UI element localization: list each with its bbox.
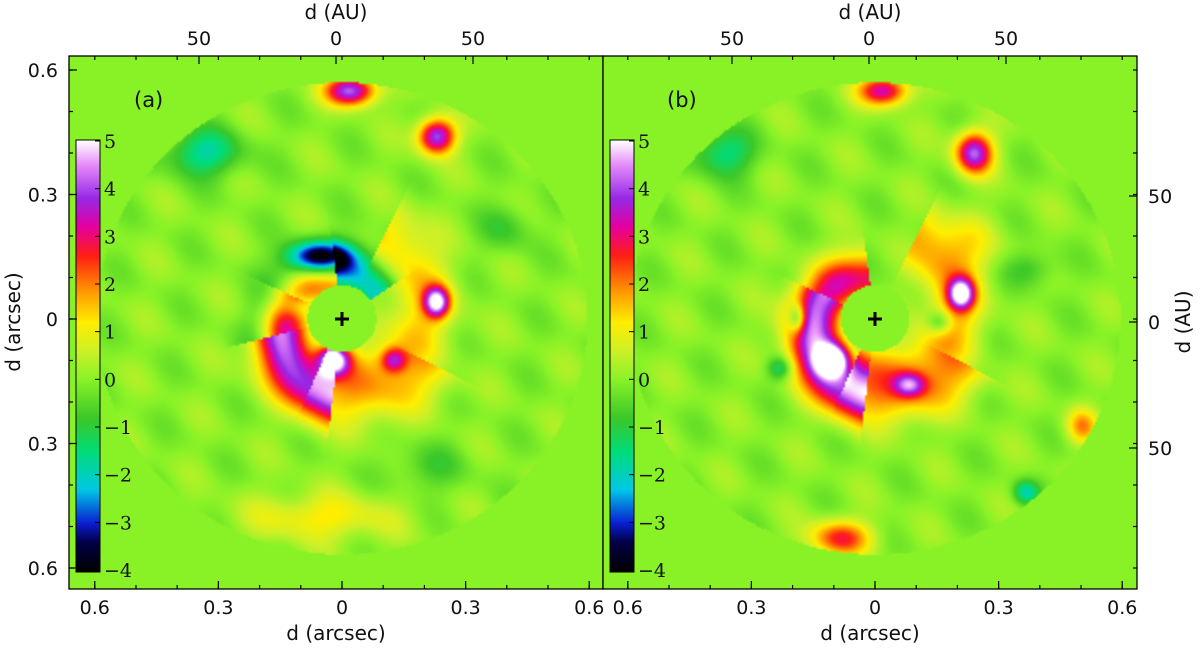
x-tick-label: 0.6 xyxy=(613,597,643,619)
colorbar-tick-label: −3 xyxy=(104,512,132,534)
colorbar-tick-label: 0 xyxy=(638,369,650,391)
colorbar-tick-label: −4 xyxy=(104,560,132,582)
y-axis-label-right: d (AU) xyxy=(1171,291,1195,354)
colorbar-tick-label: −4 xyxy=(638,560,666,582)
colorbar-tick-label: 1 xyxy=(104,322,116,344)
colorbar-tick-label: 5 xyxy=(104,131,116,153)
y-tick-label: 0.3 xyxy=(28,434,58,456)
colorbar-tick-label: 2 xyxy=(638,274,650,296)
star-marker-b xyxy=(868,312,882,326)
x-axis-label-b: d (arcsec) xyxy=(820,621,919,645)
y-right-tick-label: 50 xyxy=(1148,438,1172,460)
colorbar-gradient xyxy=(76,140,100,572)
y-right-tick-label: 50 xyxy=(1148,186,1172,208)
panel-a: 5 4 3 2 1 0 −1 −2 −3 −4 (a) xyxy=(68,55,604,590)
x-axis-label-a: d (arcsec) xyxy=(286,621,385,645)
x-tick-label: 0.3 xyxy=(984,597,1014,619)
colorbar-tick-label: 3 xyxy=(104,226,116,248)
top-axis-label-b: d (AU) xyxy=(839,0,902,24)
colorbar-frame xyxy=(609,139,635,573)
colorbar-tick-label: 5 xyxy=(638,131,650,153)
x-tick-label: 0.3 xyxy=(203,597,233,619)
colorbar-tick-label: −1 xyxy=(104,417,132,439)
colorbar-a: 5 4 3 2 1 0 −1 −2 −3 −4 xyxy=(75,131,132,582)
x-tick-label: 0.6 xyxy=(80,597,110,619)
y-tick-label: 0 xyxy=(46,309,58,331)
colorbar-tick-label: 4 xyxy=(104,179,116,201)
panel-label-a: (a) xyxy=(134,88,163,112)
axes: 0.6 0.3 0 0.3 0.650 0 500.6 0.3 0 0.3 0.650 0 500.60… xyxy=(28,28,1172,619)
y-axis-label-left: d (arcsec) xyxy=(1,272,25,371)
y-tick-label: 0.6 xyxy=(28,60,58,82)
panel-b: 5 4 3 2 1 0 −1 −2 −3 −4 (b) xyxy=(602,55,1138,590)
colorbar-tick-label: 2 xyxy=(104,274,116,296)
colorbar-tick-label: −2 xyxy=(104,465,132,487)
x-tick-label: 0 xyxy=(869,597,881,619)
colorbar-gradient xyxy=(610,140,634,572)
top-tick-label: 50 xyxy=(461,28,485,50)
top-tick-label: 0 xyxy=(330,28,342,50)
x-tick-label: 0.6 xyxy=(1107,597,1137,619)
x-tick-label: 0.3 xyxy=(451,597,481,619)
heatmap-image-a xyxy=(69,56,603,589)
top-axis-label-a: d (AU) xyxy=(305,0,368,24)
top-tick-label: 50 xyxy=(720,28,744,50)
colorbar-tick-label: 3 xyxy=(638,226,650,248)
star-marker-a xyxy=(335,312,349,326)
top-tick-label: 0 xyxy=(863,28,875,50)
x-tick-label: 0.3 xyxy=(736,597,766,619)
panel-label-b: (b) xyxy=(667,88,697,112)
colorbar-tick-label: −3 xyxy=(638,512,666,534)
y-tick-label: 0.3 xyxy=(28,185,58,207)
colorbar-tick-label: 1 xyxy=(638,322,650,344)
y-right-tick-label: 0 xyxy=(1148,312,1160,334)
top-tick-label: 50 xyxy=(994,28,1018,50)
colorbar-b: 5 4 3 2 1 0 −1 −2 −3 −4 xyxy=(609,131,666,582)
x-tick-label: 0 xyxy=(336,597,348,619)
y-tick-label: 0.6 xyxy=(28,558,58,580)
colorbar-tick-label: 4 xyxy=(638,179,650,201)
colorbar-tick-label: −2 xyxy=(638,465,666,487)
x-tick-label: 0.6 xyxy=(574,597,604,619)
colorbar-tick-label: −1 xyxy=(638,417,666,439)
heatmap-image-b xyxy=(603,56,1137,589)
top-tick-label: 50 xyxy=(187,28,211,50)
colorbar-tick-label: 0 xyxy=(104,369,116,391)
colorbar-frame xyxy=(75,139,101,573)
